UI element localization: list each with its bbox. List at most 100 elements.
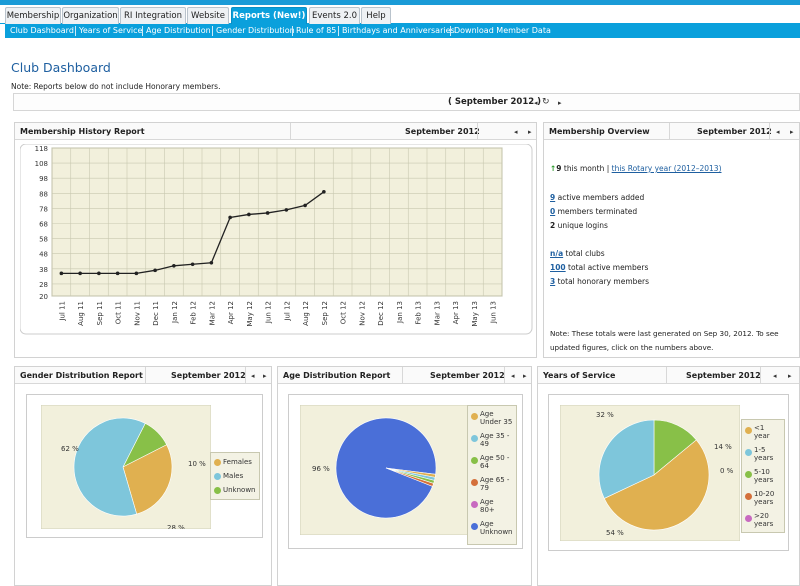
data-point [322, 189, 326, 194]
slice-label: 32 % [596, 411, 614, 419]
active-link[interactable]: 100 [550, 263, 566, 272]
legend-swatch [471, 501, 478, 508]
age-pie-chart: 96 % [300, 405, 468, 535]
stat-logins: 2 unique logins [550, 221, 608, 230]
legend-label: Females [223, 458, 252, 466]
panel-title: Membership Overview [549, 127, 650, 136]
x-tick-label: May 13 [471, 301, 479, 327]
tab-membership[interactable]: Membership [5, 7, 61, 24]
subnav-download-member-data[interactable]: Download Member Data [454, 26, 551, 35]
x-tick-label: Jul 11 [58, 301, 66, 322]
prev-month-arrow-icon[interactable]: ◂ [773, 372, 777, 380]
tab-reports[interactable]: Reports (New!) [231, 7, 307, 24]
clubs-link[interactable]: n/a [550, 249, 564, 258]
data-point [228, 215, 232, 220]
data-point [284, 208, 289, 212]
legend-label: Age [480, 498, 494, 506]
panel-month: September 2012 [171, 371, 246, 380]
legend-swatch [745, 515, 752, 522]
month-summary: ↑9 this month | this Rotary year (2012–2… [550, 164, 722, 173]
subnav-birthdays[interactable]: Birthdays and Anniversaries [342, 26, 455, 35]
prev-month-arrow-icon[interactable]: ◂ [251, 372, 255, 380]
prev-month-arrow-icon[interactable]: ◂ [514, 128, 518, 136]
data-point [115, 271, 120, 276]
honorary-link[interactable]: 3 [550, 277, 556, 286]
panel-header: Gender Distribution Report September 201… [15, 367, 271, 384]
years-pie-chart: 32 % 14 % 0 % 54 % [560, 405, 740, 541]
legend-swatch [214, 459, 221, 466]
panel-month: September 2012 [697, 127, 772, 136]
history-chart: 20 28 38 48 58 68 78 88 98 108 118 Jul 11 Aug 11 Sep … [20, 144, 533, 335]
data-point [303, 203, 307, 208]
rotary-year-link[interactable]: this Rotary year (2012–2013) [611, 164, 722, 173]
x-tick-label: Mar 12 [208, 301, 216, 325]
refresh-icon[interactable]: ↻ [542, 97, 550, 107]
x-tick-label: Nov 12 [358, 301, 366, 326]
prev-month-arrow-icon[interactable]: ◂ [776, 128, 780, 136]
x-tick-label: Jul 12 [283, 301, 291, 322]
subnav-age-distribution[interactable]: Age Distribution [146, 26, 211, 35]
membership-history-panel: Membership History Report September 2012… [14, 122, 537, 358]
y-tick-label: 98 [39, 175, 48, 183]
next-month-arrow-icon[interactable]: ▸ [523, 372, 527, 380]
next-month-arrow-icon[interactable]: ▸ [263, 372, 267, 380]
next-month-arrow-icon[interactable]: ▸ [788, 372, 792, 380]
page-title: Club Dashboard [11, 60, 111, 75]
legend-label: years [754, 520, 774, 528]
y-tick-label: 38 [39, 266, 48, 274]
tab-ri-integration[interactable]: RI Integration [120, 7, 186, 24]
next-month-arrow-icon[interactable]: ▸ [790, 128, 794, 136]
x-tick-label: May 12 [246, 301, 254, 327]
terminated-link[interactable]: 0 [550, 207, 556, 216]
slice-label: 62 % [61, 445, 79, 453]
tab-events[interactable]: Events 2.0 [309, 7, 360, 24]
subnav-years-of-service[interactable]: Years of Service [79, 26, 143, 35]
x-tick-label: Nov 11 [133, 301, 141, 326]
top-accent-bar [0, 0, 800, 5]
y-tick-label: 58 [39, 236, 48, 244]
next-month-arrow-icon[interactable]: ▸ [528, 128, 532, 136]
legend-swatch [471, 457, 478, 464]
legend-swatch [471, 479, 478, 486]
legend-swatch [471, 413, 478, 420]
y-tick-label: 48 [39, 251, 48, 259]
subnav-rule-of-85[interactable]: Rule of 85 [296, 26, 337, 35]
y-tick-label: 118 [35, 145, 48, 153]
x-tick-label: Jan 13 [396, 301, 404, 324]
tab-website[interactable]: Website [187, 7, 229, 24]
data-point [265, 211, 270, 215]
header-divider [477, 123, 478, 140]
tab-organization[interactable]: Organization [62, 7, 119, 24]
page-note: Note: Reports below do not include Honor… [11, 82, 221, 91]
legend-label: 80+ [480, 506, 495, 514]
prev-month-arrow-icon[interactable]: ◂ [534, 99, 538, 107]
y-tick-label: 108 [35, 160, 48, 168]
subnav-gender-distribution[interactable]: Gender Distribution [216, 26, 295, 35]
x-tick-label: Apr 12 [227, 301, 235, 324]
added-link[interactable]: 9 [550, 193, 556, 202]
pie-slice [385, 467, 434, 487]
y-tick-label: 68 [39, 221, 48, 229]
header-divider [504, 367, 505, 384]
stat-label: active members added [557, 193, 645, 202]
chart-frame [26, 394, 263, 538]
stat-label: members terminated [557, 207, 638, 216]
age-legend: Age Under 35 Age 35 -49 Age 50 -64 Age 65 -7… [467, 405, 517, 545]
header-divider [666, 367, 667, 384]
selected-month: ( September 2012 ) [448, 97, 542, 107]
data-point [172, 263, 176, 268]
chart-frame [548, 394, 789, 551]
next-month-arrow-icon[interactable]: ▸ [558, 99, 562, 107]
x-tick-label: Jun 13 [490, 301, 498, 324]
stat-label: total honorary members [557, 277, 650, 286]
data-point [134, 271, 139, 276]
stat-label: total active members [568, 263, 649, 272]
legend-label: years [754, 498, 774, 506]
tab-help[interactable]: Help [361, 7, 391, 24]
subnav-club-dashboard[interactable]: Club Dashboard [10, 26, 74, 35]
subnav-divider [338, 26, 339, 36]
prev-month-arrow-icon[interactable]: ◂ [511, 372, 515, 380]
slice-label: 0 % [720, 467, 734, 475]
x-tick-label: Feb 13 [415, 301, 423, 325]
pie-slice [122, 444, 173, 515]
